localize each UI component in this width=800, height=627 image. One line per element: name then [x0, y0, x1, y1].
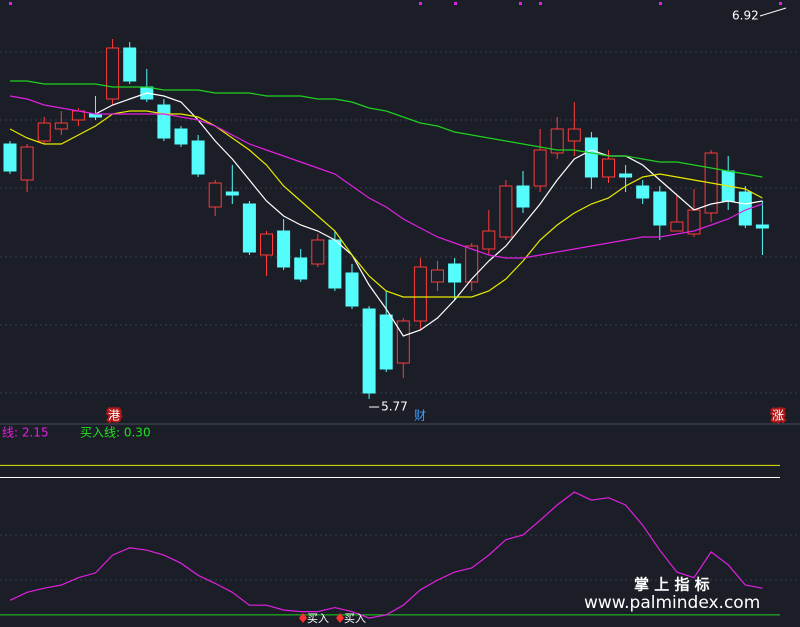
candle-body — [311, 239, 325, 265]
candle-body — [379, 314, 393, 370]
candle-body — [225, 191, 239, 196]
level-label: 线: 2.15 — [2, 426, 49, 440]
candle-body — [499, 185, 513, 238]
signal-label: 买入 — [307, 612, 329, 625]
candle-body — [465, 245, 479, 283]
watermark-url: www.palmindex.com — [584, 593, 760, 613]
marker: 涨 — [772, 408, 784, 423]
candle-body — [533, 149, 547, 187]
level-label: 买入线: 0.30 — [80, 426, 151, 440]
line — [95, 92, 763, 337]
candle-body — [636, 185, 650, 199]
marker: 港 — [108, 409, 120, 423]
line — [9, 491, 763, 619]
candle-body — [550, 128, 564, 154]
decor — [0, 51, 800, 581]
signal-label: 买入 — [344, 612, 366, 625]
candle-body — [260, 233, 273, 256]
high-arrow — [759, 7, 787, 17]
line — [9, 95, 763, 259]
candle-body — [37, 122, 51, 142]
candle-body — [602, 158, 615, 178]
dot — [9, 2, 12, 5]
candle-body — [482, 230, 496, 250]
marker: 财 — [414, 409, 426, 423]
candle-body — [242, 203, 256, 253]
candle-body — [54, 122, 68, 130]
candle-body — [123, 47, 137, 82]
candle-body — [431, 269, 444, 283]
candle-body — [619, 173, 633, 178]
candle-body — [584, 137, 598, 178]
dot — [519, 2, 522, 5]
candle-body — [755, 224, 769, 229]
signal-marker — [336, 613, 344, 623]
candle-body — [191, 140, 205, 175]
candle-body — [567, 128, 581, 142]
candle-body — [71, 110, 85, 121]
dot — [539, 2, 542, 5]
candle-body — [277, 230, 291, 268]
candle-body — [413, 266, 427, 322]
top-dots — [9, 2, 782, 5]
candle-body — [20, 146, 34, 181]
candle-body — [362, 308, 376, 394]
watermark-title: 掌 上 指 标 — [634, 576, 710, 594]
line — [10, 80, 763, 178]
line — [9, 110, 763, 298]
high-label: 6.92 — [732, 9, 759, 23]
candle-body — [448, 263, 462, 283]
signal-marker — [299, 613, 307, 623]
candle-body — [516, 185, 530, 208]
low-label: 5.77 — [381, 400, 408, 414]
candle-body — [653, 191, 667, 226]
candle-body — [670, 221, 684, 232]
dot — [454, 2, 457, 5]
dot — [659, 2, 662, 5]
candle-body — [396, 320, 410, 364]
candle-body — [328, 239, 342, 289]
dot — [419, 2, 422, 5]
candle-body — [157, 104, 171, 139]
candle-body — [345, 272, 359, 307]
candle-body — [208, 182, 222, 208]
candle-body — [294, 257, 308, 280]
candle-body — [3, 143, 17, 172]
dot — [779, 2, 782, 5]
candle-body — [106, 47, 120, 100]
candle-body — [174, 128, 188, 145]
